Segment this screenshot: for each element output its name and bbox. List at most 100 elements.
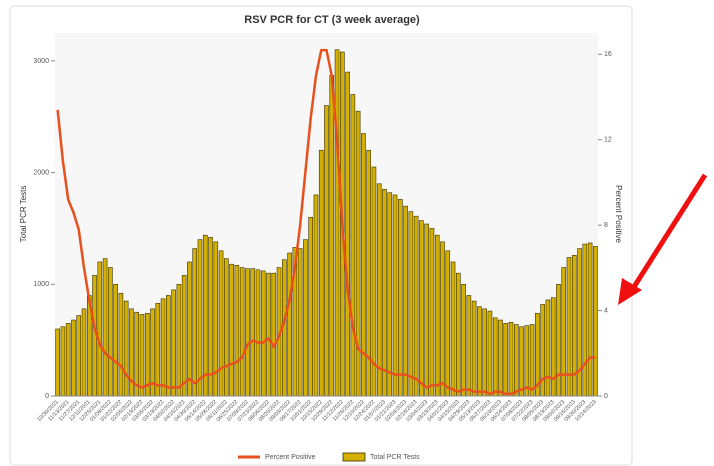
bar (160, 298, 166, 397)
bar (118, 292, 124, 397)
y-axis-label: Total PCR Tests (19, 186, 28, 243)
annotation-arrowhead (618, 278, 642, 305)
bar (334, 49, 340, 397)
bar (487, 310, 493, 397)
bar (187, 261, 192, 397)
y2-tick-label: 4 (604, 307, 608, 314)
bar (529, 324, 535, 397)
annotation-arrow (629, 173, 708, 292)
bar (498, 319, 503, 397)
bar (303, 239, 308, 397)
bar (429, 228, 435, 397)
bar (176, 284, 182, 397)
bar (545, 299, 551, 397)
bar (382, 189, 387, 397)
bar (461, 284, 466, 397)
bar (171, 289, 176, 397)
bar (413, 215, 419, 397)
bar (587, 242, 593, 397)
bar (471, 300, 477, 397)
bar (313, 194, 319, 397)
bar (376, 183, 382, 397)
bar (577, 248, 582, 397)
bar (440, 241, 445, 397)
bar (245, 268, 250, 397)
bar (139, 314, 145, 397)
bar (81, 308, 87, 397)
bar (239, 267, 245, 397)
bar (192, 248, 198, 397)
y2-tick-label: 12 (604, 137, 612, 144)
bar (260, 270, 266, 397)
y-tick-label: 2000 (33, 169, 49, 176)
bar (424, 223, 429, 397)
legend-swatch (342, 452, 366, 462)
bar (513, 324, 519, 397)
bar (65, 323, 71, 397)
bar (97, 261, 103, 397)
y-tick-label: 1000 (33, 281, 49, 288)
bar (556, 284, 561, 397)
y-tick-label: 3000 (33, 58, 49, 65)
bar (71, 319, 76, 397)
bar (324, 105, 329, 397)
bar (434, 234, 440, 397)
bar (450, 261, 456, 397)
bar (477, 306, 482, 397)
chart-title: RSV PCR for CT (3 week average) (244, 14, 420, 26)
bar (503, 323, 509, 397)
bar (345, 71, 350, 397)
bar (297, 248, 303, 397)
bar (445, 250, 451, 397)
bar (508, 321, 514, 397)
bar (113, 284, 118, 397)
bar (181, 275, 187, 397)
y2-tick-label: 16 (604, 51, 612, 58)
bar (76, 315, 82, 397)
bar (519, 326, 524, 397)
bar (266, 272, 271, 397)
bar (408, 211, 414, 397)
bar (329, 75, 335, 397)
bar (123, 300, 129, 397)
bar (271, 272, 277, 397)
bar (108, 267, 113, 397)
bar (197, 239, 203, 397)
bar (361, 133, 366, 397)
y2-tick-label: 0 (604, 393, 608, 400)
bar (102, 258, 108, 397)
bar (218, 250, 224, 397)
bar (287, 252, 292, 397)
bar (234, 265, 240, 397)
bar (492, 317, 498, 397)
bar (255, 269, 261, 397)
bar (582, 243, 588, 397)
bar (561, 267, 567, 397)
bar (593, 246, 598, 397)
bar (229, 263, 234, 397)
bar (55, 328, 60, 397)
legend-label: Total PCR Tests (370, 454, 420, 461)
y-tick-label: 0 (45, 393, 49, 400)
bar (419, 220, 424, 397)
bar (482, 308, 487, 397)
y2-axis-label: Percent Positive (614, 185, 623, 243)
bar (350, 94, 356, 397)
bar (455, 272, 461, 397)
legend-label: Percent Positive (265, 454, 316, 461)
bar (155, 302, 161, 397)
bar (524, 325, 530, 397)
line (56, 48, 596, 396)
bar (387, 192, 393, 397)
bar (550, 297, 556, 397)
bar (398, 199, 403, 397)
bar (355, 110, 361, 397)
bar (392, 194, 398, 397)
y2-tick-label: 8 (604, 222, 608, 229)
bar (318, 149, 324, 397)
bar (250, 268, 255, 397)
bar (208, 237, 213, 397)
bar (60, 326, 66, 397)
bar (308, 216, 313, 397)
